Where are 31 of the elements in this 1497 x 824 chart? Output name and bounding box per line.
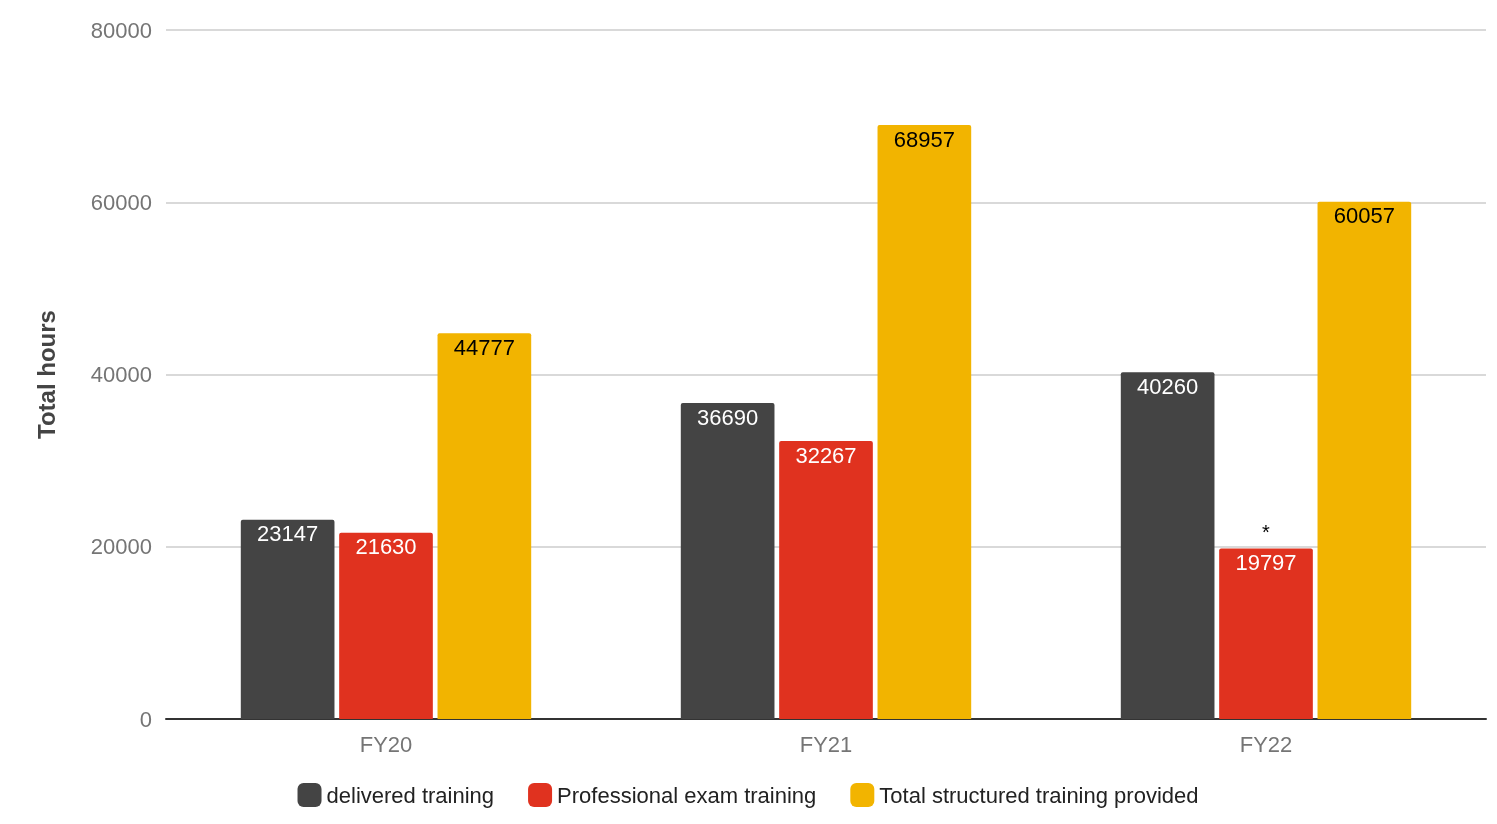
data-label: 23147 (257, 521, 319, 547)
data-label: 21630 (355, 534, 417, 560)
y-tick-label: 60000 (90, 189, 152, 215)
x-tick-label: FY20 (359, 731, 413, 757)
x-tick-label: FY22 (1239, 731, 1293, 757)
data-label: 19797 (1235, 550, 1297, 575)
data-label: 36690 (697, 404, 759, 430)
bar (1317, 201, 1412, 719)
bar (1219, 548, 1313, 719)
y-tick-label: 40000 (90, 362, 152, 387)
bar (779, 441, 873, 719)
legend-label: delivered training (326, 782, 495, 808)
y-tick-label: 0 (139, 706, 152, 732)
y-tick-label: 20000 (90, 534, 152, 560)
bar (437, 333, 532, 719)
y-axis-title: Total hours (32, 310, 60, 439)
bar (240, 519, 335, 719)
y-tick-label: 80000 (90, 17, 152, 43)
bar (877, 125, 972, 719)
data-label: 44777 (453, 334, 515, 360)
legend-label: Total structured training provided (879, 782, 1199, 808)
bar (339, 532, 433, 719)
data-label: 40260 (1137, 373, 1199, 399)
annotation: * (1262, 521, 1271, 544)
bar (1120, 372, 1215, 719)
data-label: 60057 (1333, 203, 1395, 229)
bar (680, 403, 775, 719)
x-tick-label: FY21 (799, 731, 853, 757)
data-label: 32267 (795, 442, 857, 468)
data-label: 68957 (893, 126, 955, 152)
legend-label: Professional exam training (557, 782, 817, 808)
